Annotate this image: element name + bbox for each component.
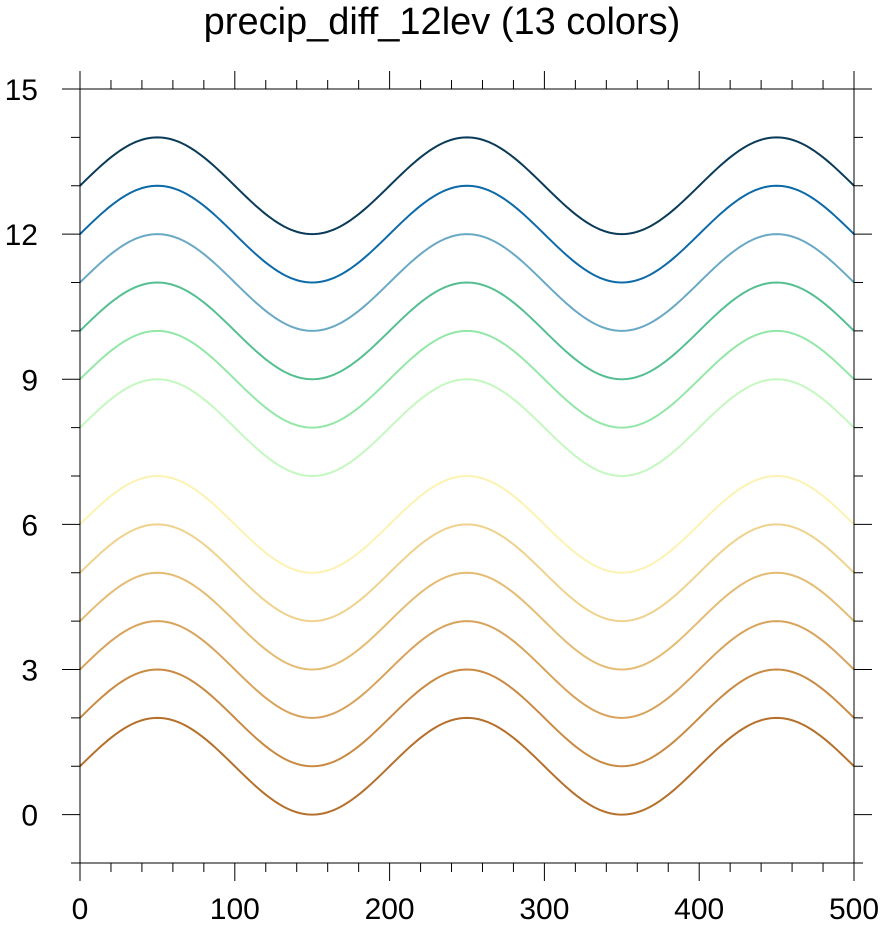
- series-layer: [79, 136, 855, 816]
- x-tick-label: 400: [674, 893, 724, 926]
- x-tick-label: 0: [72, 893, 89, 926]
- series-line-9: [79, 281, 855, 381]
- series-line-6: [79, 474, 855, 574]
- series-line-10: [79, 233, 855, 332]
- series-line-12: [79, 136, 855, 236]
- y-tick-label: 6: [21, 509, 38, 542]
- y-tick-label: 3: [21, 655, 38, 688]
- y-tick-label: 15: [5, 74, 38, 107]
- series-line-5: [79, 523, 855, 623]
- chart-title: precip_diff_12lev (13 colors): [203, 1, 681, 43]
- series-line-3: [79, 620, 855, 719]
- y-tick-label: 0: [21, 800, 38, 833]
- series-line-2: [79, 668, 855, 768]
- series-line-4: [79, 571, 855, 671]
- series-line-1: [79, 716, 855, 816]
- x-tick-label: 100: [210, 893, 260, 926]
- x-tick-label: 500: [829, 893, 879, 926]
- series-line-7: [79, 378, 855, 478]
- series-line-11: [79, 184, 855, 284]
- x-tick-label: 300: [519, 893, 569, 926]
- tick-layer: 0 100 200 300 400 500 0 3 6 9 12 15: [5, 71, 879, 926]
- plot-frame: [79, 88, 855, 864]
- x-tick-label: 200: [365, 893, 415, 926]
- y-tick-label: 9: [21, 364, 38, 397]
- y-tick-label: 12: [5, 219, 38, 252]
- series-line-8: [79, 329, 855, 429]
